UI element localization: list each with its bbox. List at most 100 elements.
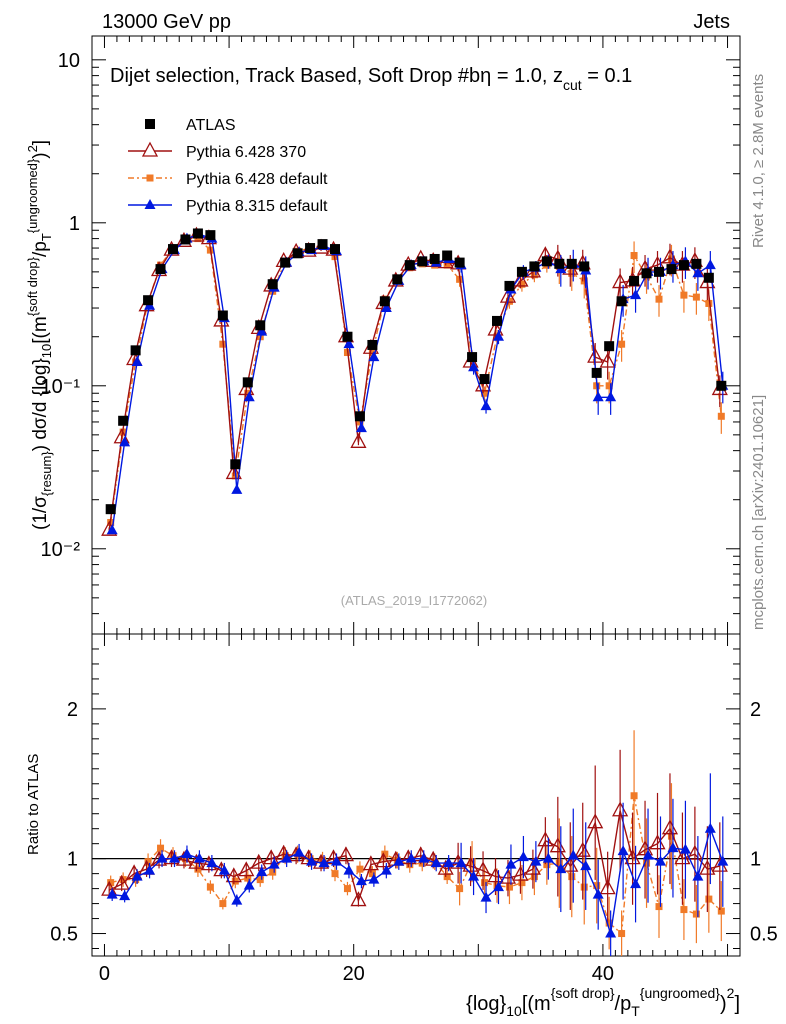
- main-point-py8: [355, 422, 367, 433]
- ratio-point-py8: [567, 849, 579, 860]
- ratio-point-py8: [355, 875, 367, 886]
- ratio-point-py6_def: [705, 895, 713, 903]
- main-point-atlas: [392, 274, 403, 285]
- analysis-id: (ATLAS_2019_I1772062): [341, 593, 487, 608]
- ratio-point-py8: [517, 851, 529, 862]
- x-tick-label: 40: [592, 963, 614, 985]
- ratio-point-py8: [368, 873, 380, 884]
- main-point-py8: [630, 289, 642, 300]
- main-point-atlas: [541, 256, 552, 267]
- ratio-point-py8: [144, 864, 156, 875]
- ratio-point-py6_370: [250, 853, 267, 869]
- ratio-point-py8: [231, 894, 243, 905]
- main-point-atlas: [367, 339, 378, 350]
- ratio-point-py6_def: [717, 907, 725, 915]
- main-point-atlas: [616, 296, 627, 307]
- ratio-point-py8: [330, 855, 342, 866]
- main-point-atlas: [317, 239, 328, 250]
- ratio-point-py8: [630, 878, 642, 889]
- ratio-point-py8: [393, 855, 405, 866]
- ratio-point-py8: [468, 870, 480, 881]
- main-point-py6_def: [605, 382, 613, 390]
- main-point-atlas: [467, 352, 478, 363]
- main-point-atlas: [417, 256, 428, 267]
- main-point-py8: [106, 524, 118, 535]
- main-point-atlas: [180, 234, 191, 245]
- ratio-point-py6_370: [599, 879, 616, 895]
- main-point-py8: [256, 325, 268, 336]
- main-point-py6_def: [680, 291, 688, 299]
- main-point-py8: [605, 391, 617, 402]
- main-point-py8: [592, 391, 604, 402]
- ratio-point-py8: [306, 855, 318, 866]
- main-point-atlas: [118, 415, 129, 426]
- main-point-py8: [704, 259, 716, 270]
- main-point-py8: [231, 483, 243, 494]
- main-point-atlas: [242, 377, 253, 388]
- ratio-point-py8: [704, 822, 716, 833]
- ratio-point-py6_def: [530, 873, 538, 881]
- ratio-y-tick-label-right: 0.5: [750, 924, 778, 946]
- x-tick-label: 20: [343, 963, 365, 985]
- main-point-py6_def: [717, 412, 725, 420]
- ratio-point-py8: [418, 852, 430, 863]
- ratio-point-py6_370: [337, 846, 355, 862]
- ratio-point-py6_def: [107, 879, 115, 887]
- ratio-point-py6_def: [194, 865, 202, 873]
- ratio-point-py6_def: [605, 919, 613, 927]
- main-point-atlas: [492, 315, 502, 326]
- ratio-point-py8: [555, 863, 567, 874]
- main-line-py6_def: [110, 237, 722, 523]
- ratio-point-py8: [580, 860, 592, 871]
- ratio-point-py8: [592, 888, 604, 899]
- main-point-atlas: [504, 280, 515, 291]
- ratio-point-py6_def: [667, 832, 675, 840]
- main-point-atlas: [716, 380, 727, 391]
- ratio-point-py8: [505, 858, 517, 869]
- ratio-point-py6_def: [418, 859, 426, 867]
- legend-marker-py6_370: [141, 141, 159, 157]
- main-point-py6_def: [518, 280, 526, 288]
- y-tick-label: 10⁻¹: [41, 376, 81, 398]
- ratio-point-py8: [293, 846, 305, 857]
- ratio-y-tick-label-right: 2: [750, 699, 761, 721]
- ratio-point-py8: [243, 879, 255, 890]
- header-right: Jets: [693, 11, 730, 33]
- ratio-point-py8: [281, 852, 293, 863]
- ratio-point-py6_def: [543, 861, 551, 869]
- main-point-py6_def: [630, 252, 638, 260]
- ratio-point-py6_def: [269, 868, 277, 876]
- ratio-point-py8: [480, 891, 492, 902]
- ratio-point-py6_def: [580, 883, 588, 891]
- main-point-py6_def: [692, 293, 700, 301]
- main-point-py6_def: [244, 389, 252, 397]
- mcplots-watermark: mcplots.cern.ch [arXiv:2401.10621]: [750, 395, 767, 630]
- main-point-py6_def: [481, 389, 489, 397]
- ratio-point-py6_def: [692, 910, 700, 918]
- legend: ATLAS Pythia 6.428 370 Pythia 6.428 defaul…: [128, 117, 328, 215]
- ratio-point-py8: [168, 852, 180, 863]
- main-point-py6_def: [618, 340, 626, 348]
- ratio-point-py6_def: [381, 850, 389, 858]
- ratio-point-py8: [605, 927, 617, 938]
- main-point-atlas: [666, 264, 677, 275]
- ratio-point-py8: [455, 857, 467, 868]
- ratio-point-py8: [717, 855, 729, 866]
- main-point-atlas: [267, 279, 278, 290]
- main-point-atlas: [429, 253, 440, 264]
- main-point-py6_370: [487, 320, 504, 336]
- main-point-py6_370: [599, 352, 616, 368]
- x-axis-label: {log}10[(m{soft drop}/pT{ungroomed})2]: [466, 985, 740, 1019]
- plot-title: Dijet selection, Track Based, Soft Drop …: [110, 65, 632, 93]
- ratio-point-py6_def: [481, 879, 489, 887]
- ratio-point-py8: [654, 855, 666, 866]
- main-point-atlas: [554, 258, 565, 269]
- ratio-point-py6_370: [238, 861, 255, 877]
- legend-marker-py8: [144, 199, 156, 209]
- ratio-point-py8: [193, 852, 205, 863]
- main-point-atlas: [529, 261, 540, 272]
- ratio-point-py8: [156, 852, 168, 863]
- ratio-point-py6_def: [206, 883, 214, 891]
- ratio-line-py8: [112, 826, 724, 934]
- main-point-atlas: [654, 266, 664, 277]
